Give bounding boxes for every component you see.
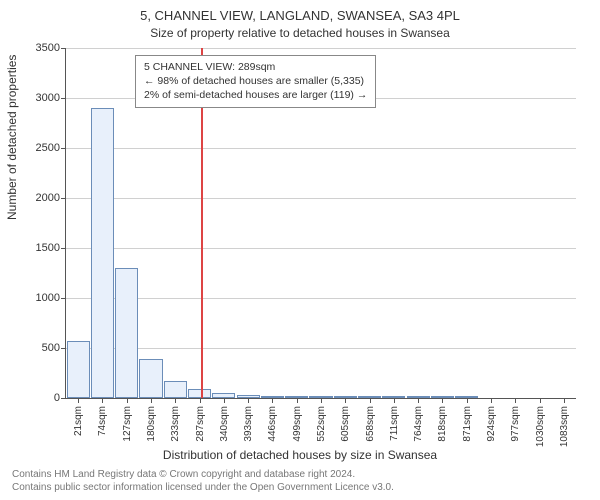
ytick-mark	[61, 198, 66, 199]
gridline	[66, 348, 576, 349]
xtick-mark	[540, 398, 541, 403]
xtick-mark	[102, 398, 103, 403]
xtick-label: 924sqm	[486, 406, 497, 442]
xtick-label: 871sqm	[462, 406, 473, 442]
ytick-label: 3000	[20, 92, 60, 104]
histogram-bar	[309, 396, 332, 398]
histogram-bar	[455, 396, 478, 398]
histogram-bar	[91, 108, 114, 398]
histogram-bar	[334, 396, 357, 398]
xtick-label: 711sqm	[389, 406, 400, 441]
xtick-mark	[78, 398, 79, 403]
ytick-label: 3500	[20, 42, 60, 54]
histogram-bar	[358, 396, 381, 398]
xtick-label: 764sqm	[413, 406, 424, 442]
ytick-label: 2000	[20, 192, 60, 204]
xtick-label: 287sqm	[195, 406, 206, 442]
xtick-label: 180sqm	[146, 406, 157, 442]
xtick-label: 1030sqm	[535, 406, 546, 447]
histogram-bar	[164, 381, 187, 398]
xtick-mark	[467, 398, 468, 403]
xtick-mark	[127, 398, 128, 403]
histogram-bar	[407, 396, 430, 398]
xtick-label: 499sqm	[292, 406, 303, 442]
chart-title-address: 5, CHANNEL VIEW, LANGLAND, SWANSEA, SA3 …	[0, 8, 600, 23]
ytick-mark	[61, 348, 66, 349]
y-axis-label: Number of detached properties	[5, 55, 19, 220]
xtick-mark	[442, 398, 443, 403]
info-line-address: 5 CHANNEL VIEW: 289sqm	[144, 60, 367, 74]
xtick-mark	[515, 398, 516, 403]
xtick-mark	[321, 398, 322, 403]
xtick-label: 74sqm	[97, 406, 108, 436]
xtick-mark	[272, 398, 273, 403]
attribution-footer: Contains HM Land Registry data © Crown c…	[12, 469, 394, 494]
gridline	[66, 248, 576, 249]
xtick-mark	[418, 398, 419, 403]
xtick-mark	[175, 398, 176, 403]
gridline	[66, 48, 576, 49]
ytick-mark	[61, 98, 66, 99]
histogram-bar	[115, 268, 138, 398]
footer-line-2: Contains public sector information licen…	[12, 482, 394, 495]
ytick-label: 2500	[20, 142, 60, 154]
xtick-mark	[345, 398, 346, 403]
xtick-label: 393sqm	[243, 406, 254, 442]
ytick-mark	[61, 398, 66, 399]
histogram-bar	[237, 395, 260, 399]
xtick-label: 658sqm	[365, 406, 376, 442]
histogram-bar	[139, 359, 162, 398]
xtick-mark	[370, 398, 371, 403]
xtick-label: 127sqm	[122, 406, 133, 442]
ytick-label: 0	[20, 392, 60, 404]
xtick-mark	[151, 398, 152, 403]
ytick-label: 500	[20, 342, 60, 354]
info-line-smaller: ← 98% of detached houses are smaller (5,…	[144, 74, 367, 88]
histogram-bar	[382, 396, 405, 398]
histogram-bar	[285, 396, 308, 398]
info-line-larger: 2% of semi-detached houses are larger (1…	[144, 88, 367, 102]
reference-info-box: 5 CHANNEL VIEW: 289sqm ← 98% of detached…	[135, 55, 376, 108]
ytick-label: 1500	[20, 242, 60, 254]
xtick-mark	[394, 398, 395, 403]
xtick-label: 818sqm	[437, 406, 448, 442]
gridline	[66, 198, 576, 199]
histogram-bar	[188, 389, 211, 398]
xtick-label: 340sqm	[219, 406, 230, 442]
xtick-label: 605sqm	[340, 406, 351, 442]
ytick-mark	[61, 298, 66, 299]
ytick-label: 1000	[20, 292, 60, 304]
xtick-label: 21sqm	[73, 406, 84, 436]
xtick-mark	[297, 398, 298, 403]
histogram-bar	[261, 396, 284, 399]
xtick-label: 552sqm	[316, 406, 327, 442]
histogram-bar	[212, 393, 235, 398]
ytick-mark	[61, 48, 66, 49]
xtick-label: 1083sqm	[559, 406, 570, 447]
ytick-mark	[61, 248, 66, 249]
histogram-bar	[67, 341, 90, 398]
xtick-mark	[248, 398, 249, 403]
xtick-mark	[224, 398, 225, 403]
histogram-bar	[431, 396, 454, 398]
xtick-label: 233sqm	[170, 406, 181, 442]
xtick-mark	[200, 398, 201, 403]
xtick-label: 446sqm	[267, 406, 278, 442]
gridline	[66, 298, 576, 299]
footer-line-1: Contains HM Land Registry data © Crown c…	[12, 469, 394, 482]
gridline	[66, 148, 576, 149]
xtick-label: 977sqm	[510, 406, 521, 442]
chart-subtitle: Size of property relative to detached ho…	[0, 26, 600, 40]
ytick-mark	[61, 148, 66, 149]
xtick-mark	[564, 398, 565, 403]
xtick-mark	[491, 398, 492, 403]
x-axis-label: Distribution of detached houses by size …	[0, 448, 600, 462]
